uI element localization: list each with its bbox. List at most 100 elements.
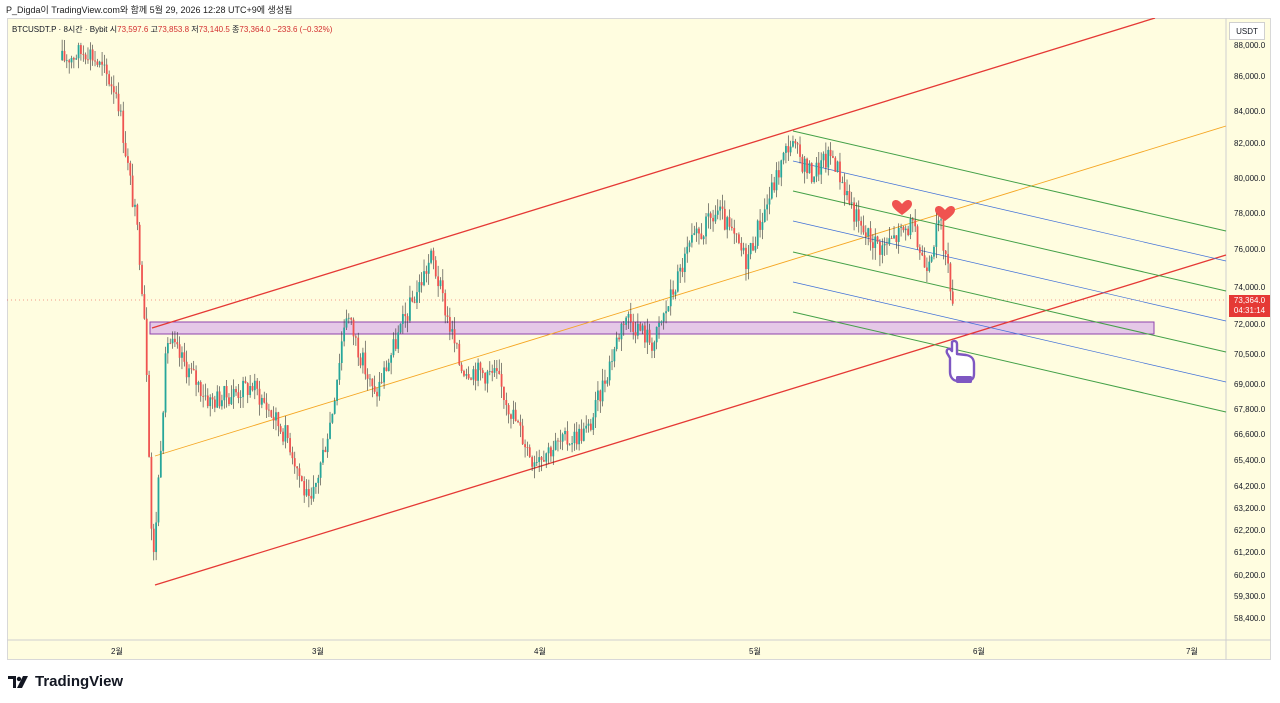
candle-body[interactable]: [347, 317, 350, 319]
candle-body[interactable]: [317, 477, 320, 483]
candle-body[interactable]: [272, 416, 275, 421]
candle-body[interactable]: [782, 152, 785, 161]
candle-body[interactable]: [373, 386, 376, 392]
candle-body[interactable]: [418, 282, 421, 293]
candle-body[interactable]: [655, 326, 658, 343]
candle-body[interactable]: [206, 395, 209, 407]
candle-body[interactable]: [213, 399, 216, 408]
candle-body[interactable]: [150, 456, 153, 529]
candle-body[interactable]: [404, 314, 407, 317]
candle-body[interactable]: [829, 149, 832, 157]
candle-body[interactable]: [714, 214, 717, 222]
candle-body[interactable]: [481, 370, 484, 373]
candle-body[interactable]: [303, 480, 306, 496]
candle-body[interactable]: [749, 243, 752, 255]
candle-body[interactable]: [331, 413, 334, 423]
candle-body[interactable]: [357, 337, 360, 358]
fork-blue-line-2[interactable]: [792, 220, 1227, 322]
candle-body[interactable]: [326, 438, 329, 453]
candle-body[interactable]: [411, 297, 414, 302]
candle-body[interactable]: [434, 260, 437, 277]
candle-body[interactable]: [157, 477, 160, 523]
candle-body[interactable]: [392, 339, 395, 356]
candle-body[interactable]: [117, 93, 120, 112]
candle-body[interactable]: [495, 368, 498, 371]
candle-body[interactable]: [587, 423, 590, 426]
candle-body[interactable]: [883, 243, 886, 246]
candle-body[interactable]: [510, 414, 512, 419]
candle-body[interactable]: [608, 361, 611, 381]
candle-body[interactable]: [505, 400, 508, 406]
candle-body[interactable]: [242, 380, 244, 398]
candle-body[interactable]: [68, 60, 71, 63]
candle-body[interactable]: [70, 57, 73, 63]
candle-body[interactable]: [124, 142, 127, 157]
candle-body[interactable]: [691, 234, 693, 243]
candle-body[interactable]: [681, 267, 684, 273]
candle-body[interactable]: [625, 317, 628, 325]
candle-body[interactable]: [589, 423, 592, 430]
candle-body[interactable]: [566, 430, 569, 445]
candle-body[interactable]: [176, 342, 179, 345]
currency-selector[interactable]: USDT: [1229, 22, 1265, 40]
candle-body[interactable]: [491, 370, 494, 373]
candle-body[interactable]: [101, 61, 103, 65]
candle-body[interactable]: [188, 368, 190, 378]
candle-body[interactable]: [519, 422, 522, 426]
candle-body[interactable]: [369, 378, 371, 380]
candle-body[interactable]: [305, 489, 308, 496]
candle-body[interactable]: [300, 476, 303, 481]
candle-body[interactable]: [686, 246, 689, 254]
candle-body[interactable]: [557, 440, 559, 442]
candle-body[interactable]: [611, 361, 613, 363]
candle-body[interactable]: [721, 206, 724, 209]
chart-canvas[interactable]: [7, 18, 1271, 660]
fork-green-line-1[interactable]: [792, 130, 1227, 232]
candle-body[interactable]: [237, 392, 240, 398]
candle-body[interactable]: [644, 325, 646, 343]
candle-body[interactable]: [75, 58, 78, 60]
candle-body[interactable]: [385, 367, 388, 372]
candle-body[interactable]: [916, 226, 919, 248]
candle-body[interactable]: [376, 391, 378, 397]
candle-body[interactable]: [477, 362, 479, 381]
candle-body[interactable]: [763, 209, 766, 222]
candle-body[interactable]: [900, 226, 902, 228]
candle-body[interactable]: [282, 431, 284, 442]
candle-body[interactable]: [409, 297, 411, 321]
candle-body[interactable]: [785, 146, 787, 153]
candle-body[interactable]: [359, 357, 362, 366]
candle-body[interactable]: [413, 301, 416, 303]
candle-body[interactable]: [770, 182, 773, 199]
candle-body[interactable]: [486, 371, 489, 384]
candle-body[interactable]: [881, 245, 884, 255]
candle-body[interactable]: [857, 209, 860, 221]
candle-body[interactable]: [745, 247, 747, 270]
candle-body[interactable]: [230, 397, 233, 405]
candle-body[interactable]: [799, 144, 801, 157]
candle-body[interactable]: [152, 528, 155, 553]
candle-body[interactable]: [307, 489, 310, 496]
candle-body[interactable]: [399, 323, 402, 333]
candle-body[interactable]: [218, 391, 221, 407]
candle-body[interactable]: [514, 409, 517, 421]
heart-icon[interactable]: [892, 200, 912, 215]
candle-body[interactable]: [738, 234, 740, 243]
candle-body[interactable]: [855, 209, 858, 222]
candle-body[interactable]: [947, 254, 949, 264]
candle-body[interactable]: [169, 343, 172, 344]
candle-body[interactable]: [190, 368, 193, 370]
candle-body[interactable]: [742, 247, 745, 251]
candle-body[interactable]: [340, 341, 343, 363]
candle-body[interactable]: [115, 92, 118, 94]
candle-body[interactable]: [719, 206, 722, 211]
candle-body[interactable]: [387, 362, 390, 372]
candle-body[interactable]: [394, 339, 397, 349]
candle-body[interactable]: [909, 218, 912, 235]
candle-body[interactable]: [846, 191, 848, 196]
candle-body[interactable]: [740, 242, 743, 251]
candle-body[interactable]: [592, 417, 595, 430]
candle-body[interactable]: [832, 156, 834, 158]
candle-body[interactable]: [613, 349, 616, 362]
candle-body[interactable]: [298, 468, 301, 477]
